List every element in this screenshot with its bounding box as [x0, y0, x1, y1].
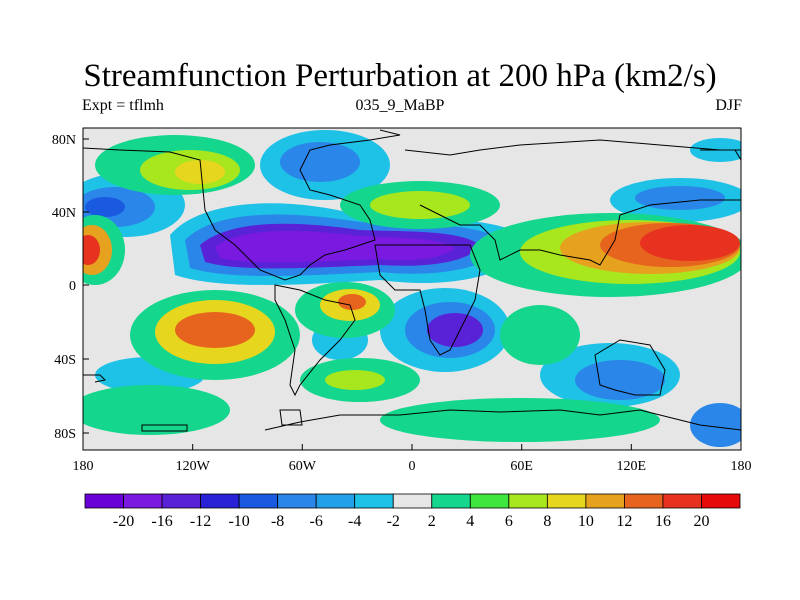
y-tick-label: 40S — [54, 353, 76, 368]
colorbar-label: -10 — [228, 513, 249, 530]
contour-blob — [500, 305, 580, 365]
colorbar-label: 10 — [578, 513, 594, 530]
colorbar-swatch — [508, 493, 548, 509]
contour-blob — [380, 398, 660, 442]
colorbar-label: 12 — [616, 513, 632, 530]
y-tick-label: 0 — [69, 279, 76, 294]
colorbar-label: 16 — [655, 513, 671, 530]
contour-blob — [175, 160, 225, 184]
colorbar-label: 20 — [693, 513, 709, 530]
season-label: DJF — [715, 97, 742, 114]
y-axis: 80N 40N 0 40S 80S — [52, 133, 89, 442]
coastline-australia — [594, 339, 666, 396]
colorbar-swatch — [277, 493, 317, 509]
colorbar-label: -16 — [151, 513, 172, 530]
run-label: 035_9_MaBP — [355, 97, 445, 114]
contour-blob — [690, 403, 741, 447]
colorbar-swatch — [662, 493, 702, 509]
x-tick-label: 120E — [617, 459, 647, 474]
coastline-north-america — [83, 129, 401, 281]
coastline-island — [83, 374, 107, 383]
colorbar-swatch — [161, 493, 201, 509]
colorbar-label: 4 — [466, 513, 474, 530]
contour-field — [83, 130, 741, 447]
contour-blob — [83, 385, 230, 435]
colorbar-swatch — [354, 493, 394, 509]
contour-blob — [640, 225, 740, 261]
coastline-island — [700, 149, 741, 161]
colorbar-label: 6 — [505, 513, 513, 530]
y-tick-label: 40N — [52, 206, 76, 221]
contour-blob — [635, 186, 725, 210]
colorbar-label: -6 — [310, 513, 323, 530]
colorbar-swatch — [701, 493, 741, 509]
colorbar-swatch — [546, 493, 587, 509]
contour-blob — [83, 235, 100, 265]
x-tick-label: 180 — [731, 459, 752, 474]
colorbar-swatch — [469, 493, 510, 509]
contour-blob — [215, 230, 455, 263]
y-tick-label: 80S — [54, 427, 76, 442]
colorbar: -20 -16 -12 -10 -8 -6 -4 -2 2 4 6 8 10 12 16 20 — [84, 493, 741, 530]
map-panel — [82, 127, 742, 451]
coastline-south-america — [274, 284, 356, 397]
colorbar-swatch — [624, 493, 664, 509]
x-tick-label: 180 — [73, 459, 94, 474]
coastline-africa — [374, 244, 481, 356]
coastline-antarctica — [264, 409, 741, 431]
coastline-eurasia — [404, 139, 741, 266]
colorbar-swatch — [392, 493, 433, 509]
x-axis: 180 120W 60W 0 60E 120E 180 — [73, 444, 752, 474]
contour-blob — [575, 360, 665, 400]
colorbar-label: -20 — [113, 513, 134, 530]
coastline-island — [141, 424, 188, 432]
colorbar-swatch — [238, 493, 279, 509]
x-tick-label: 120W — [176, 459, 211, 474]
coastline — [83, 129, 741, 432]
x-tick-label: 0 — [409, 459, 416, 474]
colorbar-swatch — [315, 493, 356, 509]
colorbar-label: -4 — [348, 513, 361, 530]
colorbar-label: -2 — [387, 513, 400, 530]
contour-blob — [427, 313, 483, 347]
colorbar-label: 2 — [428, 513, 436, 530]
contour-blob — [280, 142, 360, 182]
contour-blob — [175, 312, 255, 348]
plot-title: Streamfunction Perturbation at 200 hPa (… — [83, 58, 717, 94]
colorbar-label: -8 — [271, 513, 284, 530]
colorbar-swatch — [431, 493, 471, 509]
experiment-label: Expt = tflmh — [82, 97, 164, 114]
contour-blob — [85, 197, 125, 217]
colorbar-swatch — [585, 493, 625, 509]
coastline-island — [279, 409, 303, 426]
colorbar-swatch — [200, 493, 240, 509]
x-tick-label: 60E — [510, 459, 533, 474]
contour-blob — [325, 370, 385, 390]
colorbar-label: 8 — [543, 513, 551, 530]
contour-blob — [338, 294, 366, 310]
colorbar-label: -12 — [190, 513, 211, 530]
x-tick-label: 60W — [289, 459, 317, 474]
colorbar-swatch — [123, 493, 163, 509]
colorbar-swatch — [84, 493, 124, 509]
y-tick-label: 80N — [52, 133, 76, 148]
